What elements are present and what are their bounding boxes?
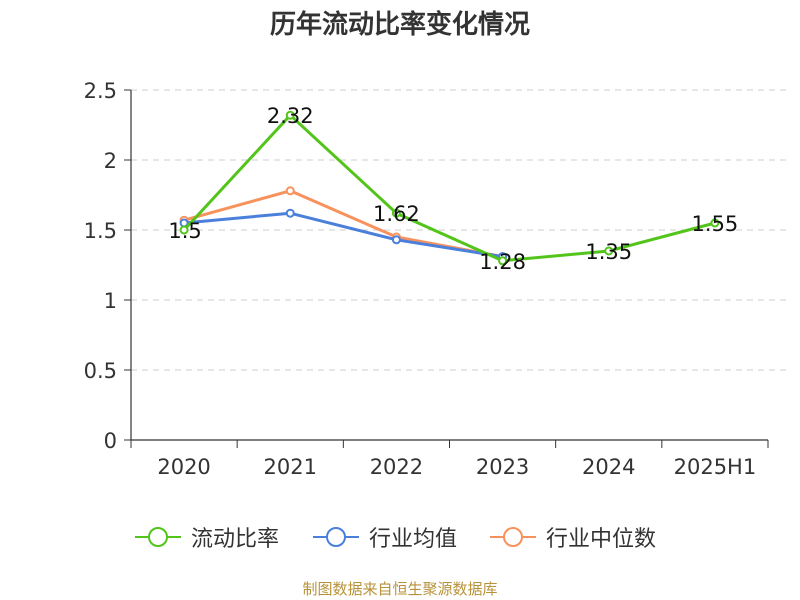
x-tick-label: 2025H1 — [674, 455, 757, 479]
legend-item-industry-mean[interactable]: 行业均值 — [311, 520, 457, 554]
legend: 流动比率 行业均值 行业中位数 — [0, 520, 800, 554]
series-lines — [179, 110, 720, 266]
data-point[interactable] — [391, 235, 401, 245]
y-tick-label: 2.5 — [84, 79, 117, 103]
y-tick-label: 0 — [104, 429, 117, 453]
data-point[interactable] — [285, 208, 295, 218]
data-point[interactable] — [285, 186, 295, 196]
data-label: 2.32 — [267, 104, 314, 128]
axes — [130, 90, 768, 441]
x-tick-label: 2024 — [582, 455, 635, 479]
legend-marker-green-icon — [135, 527, 181, 547]
data-point[interactable] — [285, 110, 295, 120]
legend-item-current-ratio[interactable]: 流动比率 — [133, 520, 279, 554]
legend-label: 行业均值 — [369, 527, 458, 552]
series-line — [183, 189, 503, 259]
data-label: 1.62 — [373, 202, 420, 226]
legend-item-industry-median[interactable]: 行业中位数 — [488, 520, 656, 554]
data-point[interactable] — [179, 225, 189, 235]
y-tick-label: 2 — [104, 149, 117, 173]
data-point[interactable] — [604, 246, 614, 256]
legend-label: 行业中位数 — [546, 527, 657, 552]
series-line — [182, 113, 716, 263]
chart-title: 历年流动比率变化情况 — [269, 10, 530, 40]
legend-marker-orange-icon — [490, 527, 536, 547]
y-axis-ticks: 0 0.5 1 1.5 2 2.5 — [84, 79, 131, 453]
x-tick-label: 2022 — [370, 455, 423, 479]
legend-label: 流动比率 — [191, 527, 280, 552]
y-tick-label: 1.5 — [84, 219, 117, 243]
data-point[interactable] — [391, 208, 401, 218]
series-line — [183, 211, 503, 259]
y-tick-label: 0.5 — [84, 359, 117, 383]
data-point[interactable] — [710, 218, 720, 228]
data-label: 1.5 — [168, 219, 201, 243]
x-tick-label: 2023 — [476, 455, 529, 479]
data-label: 1.55 — [692, 212, 739, 236]
y-tick-label: 1 — [104, 289, 117, 313]
x-tick-label: 2021 — [264, 455, 317, 479]
data-label: 1.35 — [585, 240, 632, 264]
data-labels: 1.5 2.32 1.62 1.28 1.35 1.55 — [168, 104, 738, 274]
data-label: 1.28 — [479, 250, 526, 274]
legend-marker-blue-icon — [313, 527, 359, 547]
data-point[interactable] — [498, 256, 508, 266]
data-source-note: 制图数据来自恒生聚源数据库 — [302, 580, 498, 598]
x-axis-ticks: 2020 2021 2022 2023 2024 2025H1 — [130, 440, 769, 479]
x-tick-label: 2020 — [157, 455, 210, 479]
